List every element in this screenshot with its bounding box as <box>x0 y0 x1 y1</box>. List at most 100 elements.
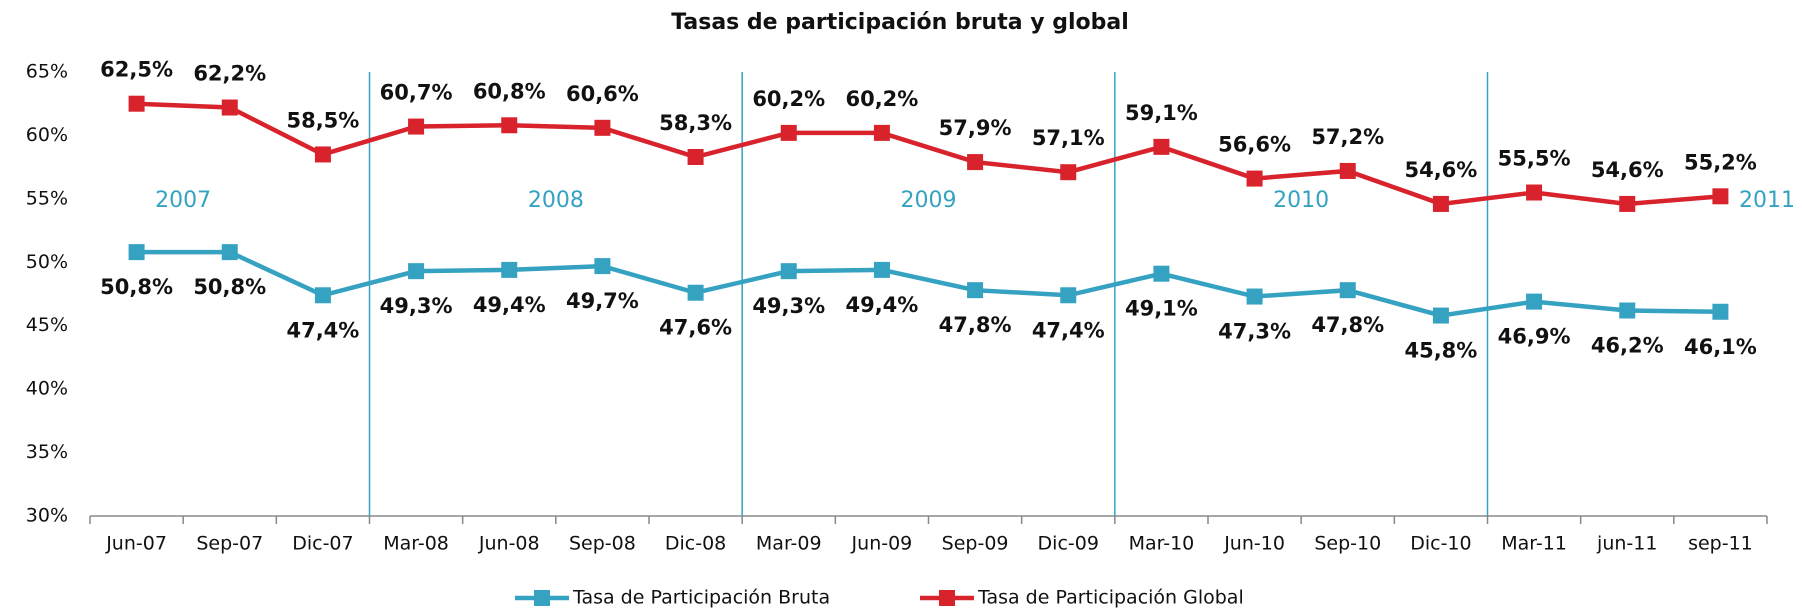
marker <box>1712 188 1729 205</box>
data-label: 60,2% <box>752 87 825 111</box>
marker <box>1339 162 1356 179</box>
marker <box>408 118 425 135</box>
marker <box>780 263 797 280</box>
data-label: 57,1% <box>1032 126 1105 150</box>
marker <box>1060 164 1077 181</box>
x-tick-label: Dic-08 <box>665 533 726 555</box>
legend-label: Tasa de Participación Bruta <box>572 587 830 609</box>
data-label: 47,6% <box>659 316 732 340</box>
year-label: 2009 <box>901 188 957 213</box>
data-label: 57,9% <box>939 116 1012 140</box>
marker <box>594 258 611 275</box>
marker <box>1526 184 1543 201</box>
y-tick-label: 30% <box>26 505 68 527</box>
marker <box>221 99 238 116</box>
marker <box>1339 282 1356 299</box>
legend-marker <box>939 590 955 606</box>
data-label: 46,9% <box>1498 325 1571 349</box>
x-tick-label: Mar-08 <box>383 533 449 555</box>
marker <box>128 244 145 261</box>
y-tick-label: 60% <box>26 124 68 146</box>
data-label: 46,2% <box>1591 333 1664 357</box>
data-label: 59,1% <box>1125 101 1198 125</box>
marker <box>1153 138 1170 155</box>
data-label: 60,6% <box>566 82 639 106</box>
marker <box>1060 287 1077 304</box>
x-tick-label: Dic-09 <box>1038 533 1099 555</box>
series-line <box>136 101 1721 207</box>
data-label: 49,3% <box>752 294 825 318</box>
x-tick-label: Sep-10 <box>1314 533 1381 555</box>
marker <box>314 146 331 163</box>
marker <box>967 282 984 299</box>
data-label: 62,2% <box>193 62 266 86</box>
x-tick-label: Jun-10 <box>1223 533 1285 555</box>
marker <box>1432 307 1449 324</box>
data-label: 50,8% <box>193 275 266 299</box>
marker <box>1619 195 1636 212</box>
data-label: 50,8% <box>100 275 173 299</box>
x-tick-label: Sep-07 <box>196 533 263 555</box>
marker <box>780 124 797 141</box>
data-label: 54,6% <box>1404 158 1477 182</box>
x-tick-label: Sep-08 <box>569 533 636 555</box>
series-line <box>136 249 1721 318</box>
marker <box>1619 302 1636 319</box>
data-label: 60,8% <box>473 79 546 103</box>
x-tick-label: Mar-09 <box>756 533 822 555</box>
x-tick-label: sep-11 <box>1688 533 1753 555</box>
marker <box>314 287 331 304</box>
marker <box>128 95 145 112</box>
data-label: 47,4% <box>1032 318 1105 342</box>
year-label: 2010 <box>1273 188 1329 213</box>
data-label: 49,3% <box>380 294 453 318</box>
x-tick-label: Jun-08 <box>478 533 540 555</box>
marker <box>501 117 518 134</box>
marker <box>1712 303 1729 320</box>
data-label: 49,1% <box>1125 297 1198 321</box>
year-label: 2011 <box>1739 188 1795 213</box>
data-label: 55,2% <box>1684 150 1757 174</box>
data-label: 57,2% <box>1311 125 1384 149</box>
marker <box>594 119 611 136</box>
data-label: 49,4% <box>473 293 546 317</box>
marker <box>1246 288 1263 305</box>
data-label: 54,6% <box>1591 158 1664 182</box>
y-tick-label: 65% <box>26 61 68 83</box>
data-label: 56,6% <box>1218 133 1291 157</box>
x-tick-label: Jun-07 <box>105 533 167 555</box>
y-tick-label: 50% <box>26 251 68 273</box>
data-label: 49,4% <box>845 293 918 317</box>
y-tick-label: 40% <box>26 378 68 400</box>
data-label: 45,8% <box>1404 339 1477 363</box>
marker <box>967 154 984 171</box>
marker <box>1153 265 1170 282</box>
data-label: 62,5% <box>100 58 173 82</box>
marker <box>1246 170 1263 187</box>
legend-label: Tasa de Participación Global <box>977 587 1244 609</box>
marker <box>1526 293 1543 310</box>
x-tick-label: Dic-10 <box>1410 533 1471 555</box>
marker <box>873 261 890 278</box>
y-tick-label: 55% <box>26 187 68 209</box>
data-label: 47,3% <box>1218 320 1291 344</box>
data-label: 58,3% <box>659 111 732 135</box>
data-label: 47,4% <box>286 318 359 342</box>
marker <box>687 148 704 165</box>
y-tick-label: 35% <box>26 441 68 463</box>
x-tick-label: Mar-11 <box>1501 533 1567 555</box>
data-label: 47,8% <box>1311 313 1384 337</box>
marker <box>501 261 518 278</box>
data-label: 58,5% <box>286 108 359 132</box>
y-tick-label: 45% <box>26 314 68 336</box>
x-tick-label: jun-11 <box>1596 533 1657 555</box>
x-tick-label: Sep-09 <box>942 533 1009 555</box>
marker <box>221 244 238 261</box>
marker <box>408 263 425 280</box>
chart-title: Tasas de participación bruta y global <box>671 10 1129 35</box>
data-label: 60,7% <box>380 81 453 105</box>
year-label: 2007 <box>155 188 211 213</box>
data-label: 46,1% <box>1684 335 1757 359</box>
data-label: 47,8% <box>939 313 1012 337</box>
